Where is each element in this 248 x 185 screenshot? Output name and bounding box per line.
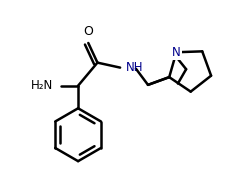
- Text: N: N: [172, 46, 181, 59]
- Text: O: O: [83, 25, 93, 38]
- Text: H₂N: H₂N: [31, 79, 53, 92]
- Text: NH: NH: [126, 61, 143, 74]
